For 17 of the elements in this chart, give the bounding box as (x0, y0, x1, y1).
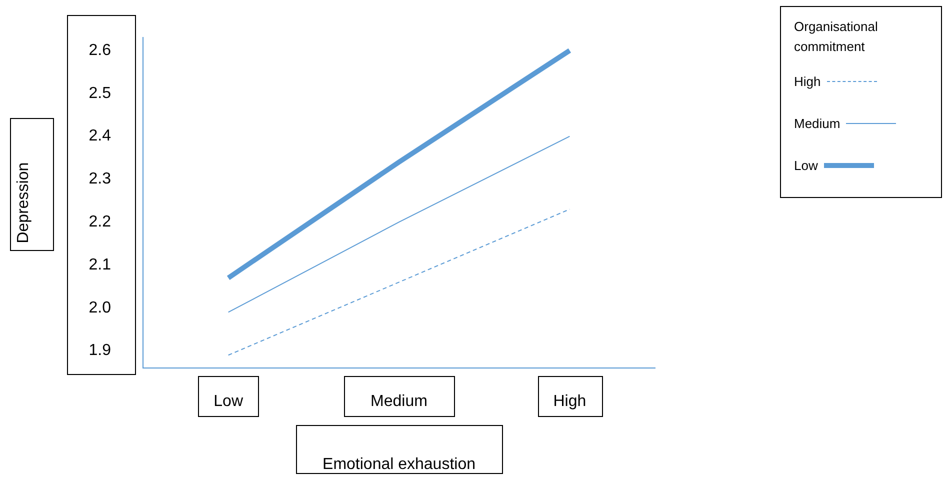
legend-label: Medium (794, 116, 840, 130)
y-tick-label: 2.4 (88, 128, 112, 145)
y-tick-label: 2.3 (88, 170, 112, 188)
y-tick-label: 1.9 (88, 342, 112, 360)
x-tick-label: Medium (370, 393, 428, 410)
y-tick-label: 2.0 (88, 299, 112, 316)
y-tick-label: 2.2 (88, 214, 112, 231)
y-tick-label: 2.5 (88, 84, 112, 102)
y-tick-label: 2.1 (88, 256, 112, 274)
legend-title: Organisational commitment (794, 18, 879, 56)
legend-label: High (794, 74, 821, 88)
x-axis-title: Emotional exhaustion (322, 456, 476, 473)
x-tick-label: Low (214, 393, 244, 410)
x-tick-label: High (553, 393, 586, 410)
y-axis-title: Depression (15, 162, 32, 244)
y-tick-label: 2.6 (88, 42, 112, 59)
legend-label: Low (794, 158, 818, 172)
